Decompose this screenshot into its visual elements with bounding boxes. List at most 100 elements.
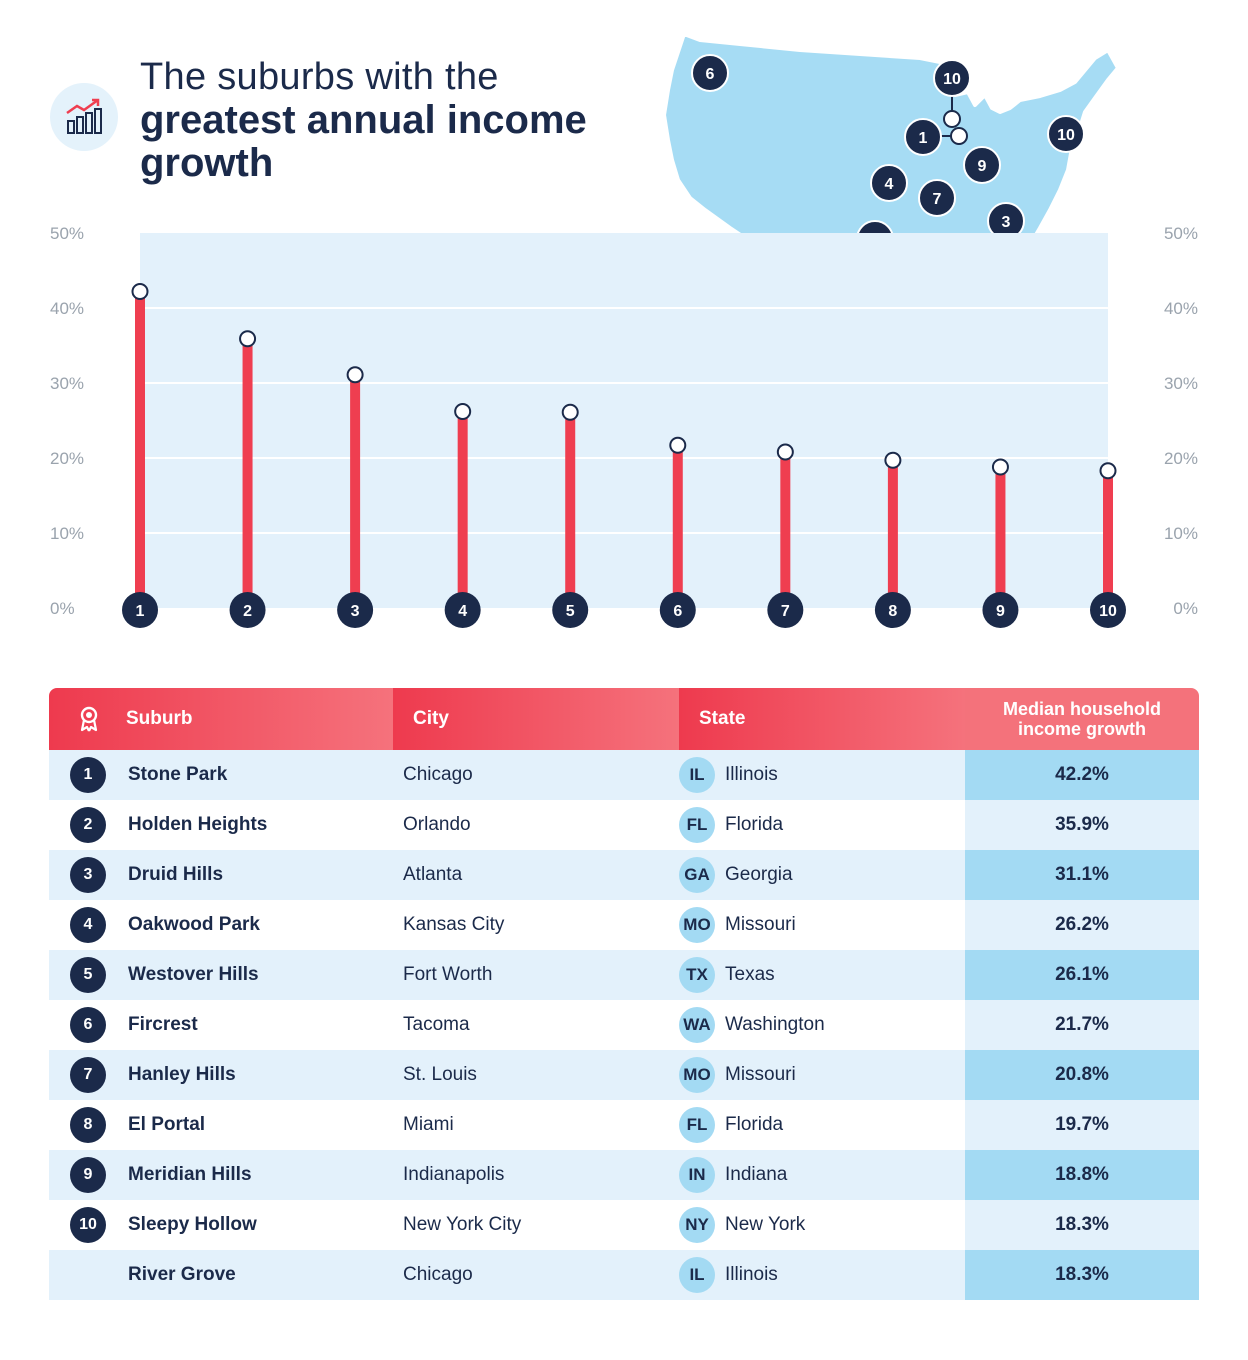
state-abbr-badge: IL <box>679 1257 715 1293</box>
category-badge <box>767 592 804 628</box>
state-name: Missouri <box>725 1064 796 1085</box>
cell-suburb: River Grove <box>49 1250 393 1300</box>
cell-growth: 26.2% <box>965 900 1199 950</box>
rank-badge: 3 <box>70 857 106 893</box>
state-name: New York <box>725 1214 806 1235</box>
rank-badge: 9 <box>70 1157 106 1193</box>
cell-suburb: 2 Holden Heights <box>49 800 393 850</box>
suburb-name: Fircrest <box>128 1014 198 1035</box>
bar-value-marker <box>131 283 149 300</box>
bar-value-marker <box>454 403 472 420</box>
cell-city: Indianapolis <box>403 1164 505 1185</box>
cell-state: TX Texas <box>679 950 965 1000</box>
cell-city: St. Louis <box>403 1064 477 1085</box>
category-label: 10 <box>1099 603 1117 620</box>
cell-state: WA Washington <box>679 1000 965 1050</box>
state-name: Texas <box>725 964 775 985</box>
table-body: 1 Stone Park Chicago IL Illinois 42.2% 2 Holden… <box>49 750 1199 1300</box>
bar-value-marker <box>669 436 687 454</box>
cell-state: GA Georgia <box>679 850 965 900</box>
cell-state: MO Missouri <box>679 1050 965 1100</box>
rank-badge: 2 <box>70 807 106 843</box>
category-label: 5 <box>566 603 575 620</box>
cell-state: FL Florida <box>679 1100 965 1150</box>
state-abbr-badge: IL <box>679 757 715 793</box>
cell-city: Orlando <box>403 814 471 835</box>
table-row: 1 Stone Park Chicago IL Illinois 42.2% <box>49 750 1199 800</box>
plot-area <box>140 233 1108 608</box>
suburb-name: Oakwood Park <box>128 914 260 935</box>
bar-stem <box>565 412 576 608</box>
cell-growth: 18.3% <box>965 1200 1199 1250</box>
category-badge <box>229 592 266 628</box>
cell-suburb: 3 Druid Hills <box>49 850 393 900</box>
cell-city: Miami <box>403 1114 454 1135</box>
table-row: 8 El Portal Miami FL Florida 19.7% <box>49 1100 1199 1150</box>
table-row: 9 Meridian Hills Indianapolis IN Indiana 18.8… <box>49 1150 1199 1200</box>
state-name: Washington <box>725 1014 825 1035</box>
map-badge <box>963 146 1001 184</box>
bar-stem <box>350 374 361 608</box>
cell-city: Tacoma <box>403 1014 470 1035</box>
category-label: 2 <box>243 603 252 620</box>
cell-growth: 35.9% <box>965 800 1199 850</box>
cell-city: Chicago <box>403 764 473 785</box>
bar-stem <box>672 445 683 608</box>
rank-badge: 8 <box>70 1107 106 1143</box>
state-name: Florida <box>725 1114 784 1135</box>
cell-city: New York City <box>403 1214 522 1235</box>
cell-suburb: 10 Sleepy Hollow <box>49 1200 393 1250</box>
header-growth-line1: Median household <box>1002 699 1161 719</box>
y-tick-label: 0% <box>1173 599 1198 618</box>
cell-city: Fort Worth <box>403 964 493 985</box>
cell-state: NY New York <box>679 1200 965 1250</box>
suburb-name: Meridian Hills <box>128 1164 252 1185</box>
cell-growth: 18.3% <box>965 1250 1199 1300</box>
rank-badge: 7 <box>70 1057 106 1093</box>
cell-suburb: 4 Oakwood Park <box>49 900 393 950</box>
rank-empty <box>70 1257 106 1293</box>
y-tick-label: 40% <box>50 299 84 318</box>
category-badge <box>982 592 1019 628</box>
table-row: 5 Westover Hills Fort Worth TX Texas 26.1% <box>49 950 1199 1000</box>
header-suburb-label: Suburb <box>126 708 193 729</box>
y-tick-label: 10% <box>50 524 84 543</box>
bar-stem <box>457 411 468 608</box>
cell-growth: 19.7% <box>965 1100 1199 1150</box>
cell-city: Kansas City <box>403 914 505 935</box>
map-badge-label: 7 <box>933 191 942 208</box>
map-badge <box>918 179 956 217</box>
bar-value-marker <box>776 443 794 461</box>
cell-state: IL Illinois <box>679 1250 965 1300</box>
cell-state: MO Missouri <box>679 900 965 950</box>
y-axis-left: 0% 10% 20% 30% 40% 50% <box>50 224 84 618</box>
state-name: Illinois <box>725 764 778 785</box>
map-badge-label: 6 <box>706 66 715 83</box>
bar-stem <box>1103 470 1113 608</box>
table-row: 6 Fircrest Tacoma WA Washington 21.7% <box>49 1000 1199 1050</box>
map-badge-label: 3 <box>1002 214 1011 231</box>
state-abbr-badge: MO <box>679 1057 715 1093</box>
chart-growth-icon <box>50 83 118 151</box>
state-abbr-badge: TX <box>679 957 715 993</box>
cell-suburb: 8 El Portal <box>49 1100 393 1150</box>
header-state: State <box>679 688 965 750</box>
y-tick-label: 50% <box>1164 224 1198 243</box>
table-row: 3 Druid Hills Atlanta GA Georgia 31.1% <box>49 850 1199 900</box>
y-tick-label: 40% <box>1164 299 1198 318</box>
header-city: City <box>393 688 679 750</box>
cell-state: IL Illinois <box>679 750 965 800</box>
bar-stem <box>995 467 1006 608</box>
gridlines <box>140 307 1108 534</box>
state-abbr-badge: IN <box>679 1157 715 1193</box>
map-badge <box>1047 115 1085 153</box>
award-ribbon-icon <box>80 706 98 732</box>
rank-badge: 1 <box>70 757 106 793</box>
bar-value-marker <box>884 451 902 469</box>
state-name: Florida <box>725 814 784 835</box>
bar-value-marker <box>1099 462 1117 480</box>
cell-suburb: 9 Meridian Hills <box>49 1150 393 1200</box>
chart-title: The suburbs with the greatest annual inc… <box>140 56 660 185</box>
title-line1: The suburbs with the <box>140 56 499 98</box>
state-name: Indiana <box>725 1164 788 1185</box>
